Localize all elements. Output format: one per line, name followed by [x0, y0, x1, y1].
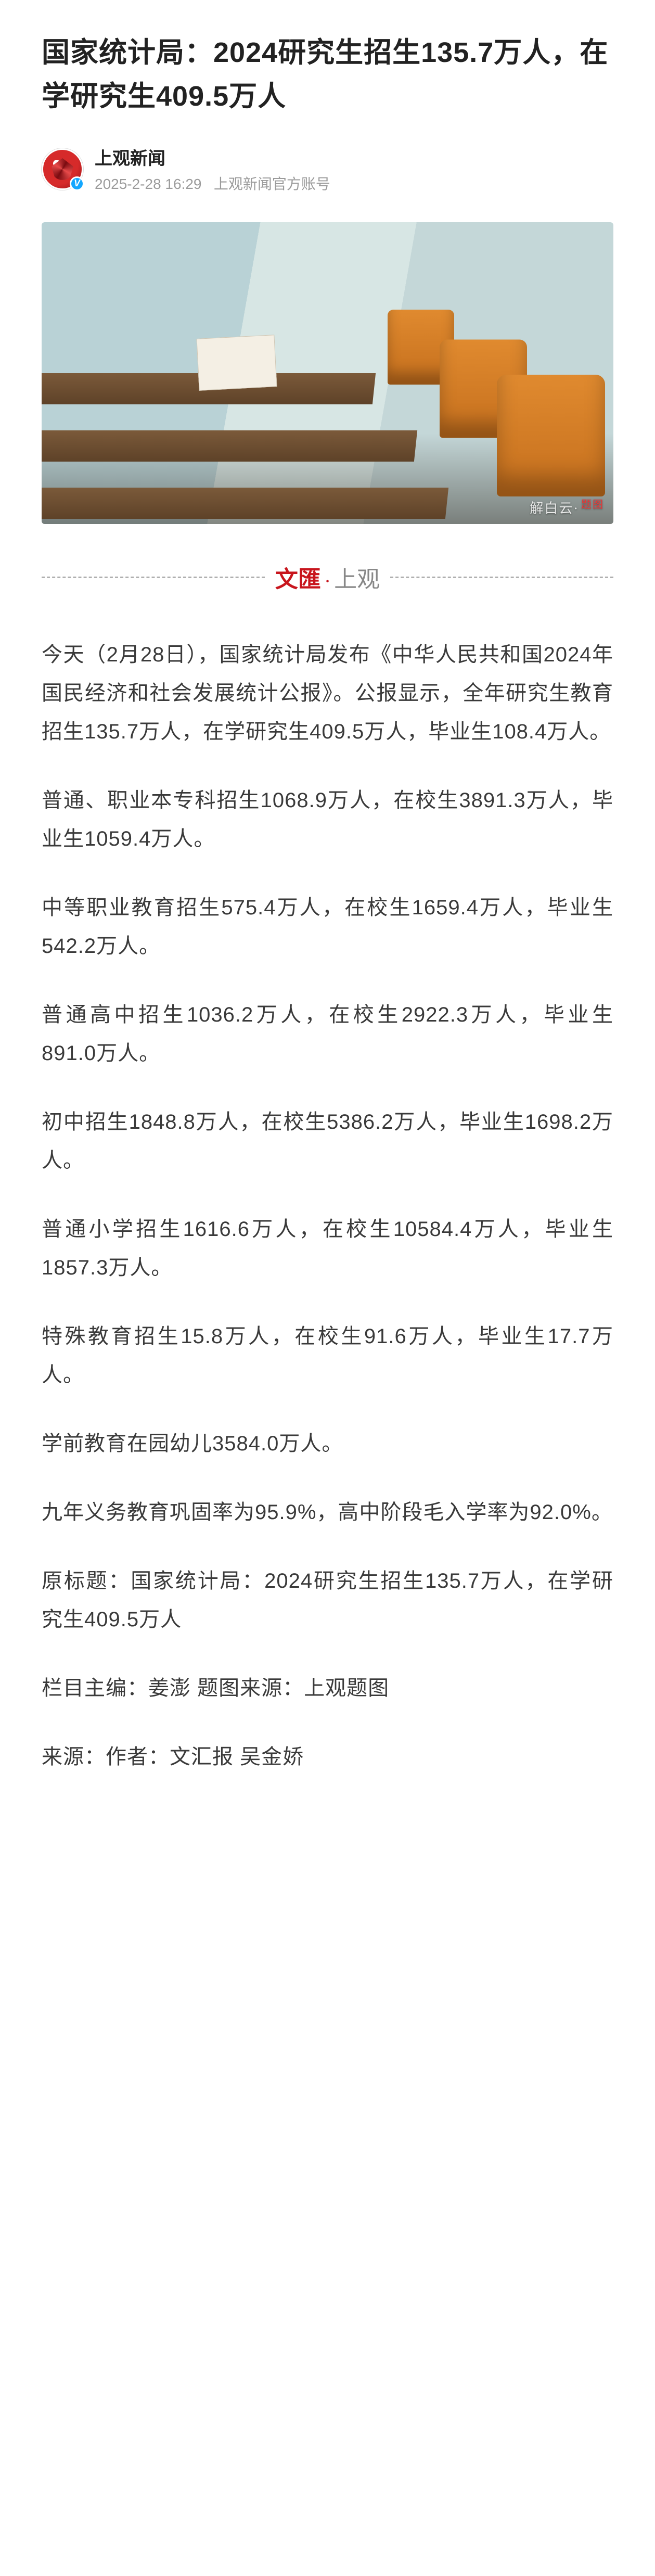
account-label: 上观新闻官方账号 — [214, 176, 330, 192]
hero-desk-icon — [42, 430, 417, 462]
body-paragraph: 初中招生1848.8万人，在校生5386.2万人，毕业生1698.2万人。 — [42, 1103, 613, 1180]
brand-wenhui: 文匯 — [275, 567, 321, 592]
hero-paper-icon — [196, 335, 277, 391]
divider-label: 文匯·上观 — [275, 560, 380, 594]
divider-line-icon — [42, 577, 265, 578]
publish-timestamp: 2025-2-28 16:29 — [95, 176, 202, 192]
body-paragraph: 今天（2月28日），国家统计局发布《中华人民共和国2024年国民经济和社会发展统… — [42, 635, 613, 751]
divider-dot-icon: · — [325, 573, 330, 590]
body-paragraph: 学前教育在园幼儿3584.0万人。 — [42, 1424, 613, 1463]
author-name[interactable]: 上观新闻 — [95, 144, 330, 170]
article-title: 国家统计局：2024研究生招生135.7万人，在学研究生409.5万人 — [42, 31, 613, 118]
hero-chair-icon — [497, 375, 605, 496]
body-paragraph: 来源：作者：文汇报 吴金娇 — [42, 1738, 613, 1776]
body-paragraph: 普通、职业本专科招生1068.9万人，在校生3891.3万人，毕业生1059.4… — [42, 781, 613, 858]
body-paragraph: 普通小学招生1616.6万人，在校生10584.4万人，毕业生1857.3万人。 — [42, 1210, 613, 1287]
body-paragraph: 九年义务教育巩固率为95.9%，高中阶段毛入学率为92.0%。 — [42, 1493, 613, 1532]
body-paragraph: 普通高中招生1036.2万人，在校生2922.3万人，毕业生891.0万人。 — [42, 996, 613, 1073]
hero-watermark: 解白云·题图 — [530, 496, 604, 517]
body-paragraph: 中等职业教育招生575.4万人，在校生1659.4万人，毕业生542.2万人。 — [42, 888, 613, 965]
section-divider: 文匯·上观 — [42, 560, 613, 594]
article-body: 今天（2月28日），国家统计局发布《中华人民共和国2024年国民经济和社会发展统… — [42, 635, 613, 1776]
body-paragraph: 栏目主编：姜澎 题图来源：上观题图 — [42, 1669, 613, 1707]
body-paragraph: 特殊教育招生15.8万人，在校生91.6万人，毕业生17.7万人。 — [42, 1317, 613, 1394]
avatar-wrap[interactable]: V — [42, 148, 83, 190]
body-paragraph: 原标题：国家统计局：2024研究生招生135.7万人，在学研究生409.5万人 — [42, 1562, 613, 1639]
brand-shangguan: 上观 — [334, 567, 380, 592]
author-info: 上观新闻 2025-2-28 16:29 上观新闻官方账号 — [95, 144, 330, 194]
hero-image: 解白云·题图 — [42, 222, 613, 524]
watermark-badge: 题图 — [581, 499, 604, 511]
verified-badge-icon: V — [70, 176, 84, 191]
hero-desk-icon — [42, 488, 448, 519]
author-block[interactable]: V 上观新闻 2025-2-28 16:29 上观新闻官方账号 — [42, 144, 613, 194]
watermark-text: 解白云· — [530, 501, 579, 516]
divider-line-icon — [390, 577, 613, 578]
article-meta: 2025-2-28 16:29 上观新闻官方账号 — [95, 173, 330, 194]
